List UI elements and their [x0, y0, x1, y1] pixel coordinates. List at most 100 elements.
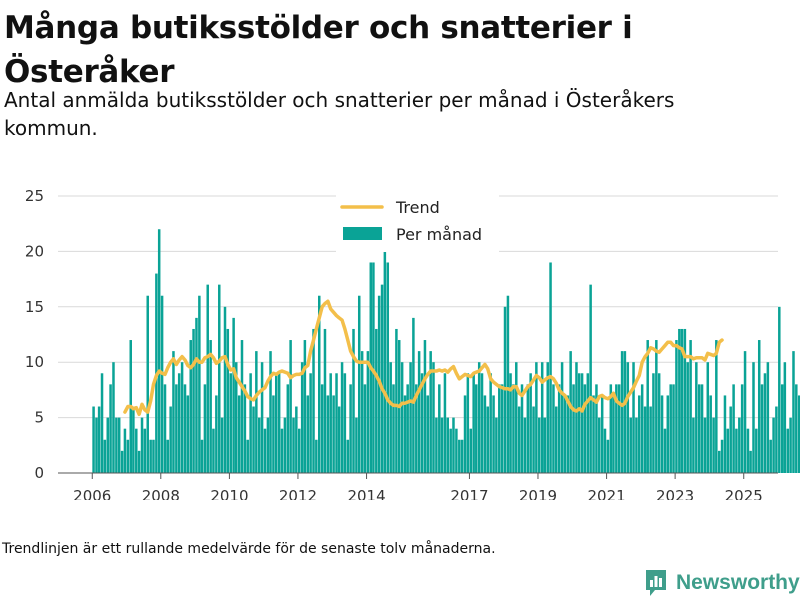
bar	[335, 373, 338, 473]
bar	[426, 395, 430, 473]
bar	[186, 395, 190, 473]
bar	[512, 384, 515, 473]
chart-bars	[92, 218, 800, 473]
bar	[795, 384, 798, 473]
bar	[669, 384, 672, 473]
bar	[438, 384, 441, 473]
bar	[786, 428, 790, 473]
bar	[560, 362, 564, 473]
bar	[603, 428, 607, 473]
y-tick-label: 20	[25, 242, 44, 260]
bar	[209, 340, 212, 473]
bar	[175, 384, 178, 473]
bar	[792, 351, 795, 473]
bar	[772, 417, 775, 473]
bar	[366, 351, 370, 473]
x-tick-label: 2019	[519, 487, 557, 500]
bar	[532, 406, 535, 473]
bar	[726, 428, 730, 473]
bar	[572, 384, 575, 473]
bar	[477, 362, 481, 473]
bar	[595, 384, 598, 473]
bar	[346, 439, 350, 473]
bar	[797, 395, 800, 473]
bar	[140, 417, 144, 473]
bar	[160, 295, 164, 473]
bar	[706, 362, 710, 473]
bar	[452, 417, 455, 473]
y-tick-label: 5	[34, 409, 44, 427]
bar	[372, 262, 375, 473]
bar	[283, 417, 287, 473]
bar	[569, 351, 572, 473]
bar	[700, 384, 704, 473]
bar	[115, 417, 118, 473]
bar	[735, 428, 738, 473]
chart-legend: Trend Per månad	[336, 192, 499, 252]
legend-bar-label: Per månad	[396, 225, 482, 244]
bar	[646, 340, 649, 473]
bar	[192, 328, 195, 473]
bar	[757, 340, 761, 473]
bar	[97, 406, 101, 473]
x-tick-label: 2021	[587, 487, 625, 500]
bar	[218, 284, 221, 473]
bar	[632, 362, 635, 473]
bar	[360, 351, 364, 473]
bar	[243, 384, 247, 473]
bar	[352, 328, 355, 473]
legend-bar-swatch	[343, 227, 382, 240]
bar	[332, 395, 335, 473]
bar	[480, 373, 484, 473]
bar	[778, 306, 781, 473]
bar	[555, 406, 558, 473]
bar	[580, 373, 584, 473]
bar	[235, 362, 238, 473]
bar	[389, 362, 392, 473]
bar	[229, 373, 232, 473]
bar	[615, 384, 618, 473]
bar	[703, 417, 707, 473]
bar	[666, 395, 670, 473]
x-tick-label: 2012	[279, 487, 317, 500]
bar	[306, 395, 310, 473]
bar	[420, 373, 424, 473]
bar	[323, 328, 327, 473]
bar	[435, 417, 438, 473]
bar	[566, 395, 570, 473]
bar	[652, 373, 655, 473]
bar	[766, 362, 770, 473]
bar	[609, 384, 613, 473]
bar	[675, 340, 678, 473]
brand-logo[interactable]: Newsworthy	[644, 567, 800, 599]
bar	[240, 340, 244, 473]
bar	[277, 373, 281, 473]
bar	[749, 450, 752, 473]
bar	[552, 384, 555, 473]
bar	[318, 295, 321, 473]
bar	[103, 439, 107, 473]
x-tick-label: 2014	[347, 487, 385, 500]
y-tick-label: 25	[25, 187, 44, 205]
bar	[583, 384, 587, 473]
bar	[740, 384, 744, 473]
bar	[95, 417, 98, 473]
bar	[523, 417, 527, 473]
bar	[149, 439, 152, 473]
bar	[723, 395, 727, 473]
bar	[440, 417, 444, 473]
bar	[423, 340, 427, 473]
brand-name: Newsworthy	[676, 571, 800, 594]
bar	[746, 428, 750, 473]
bar	[500, 384, 504, 473]
bar	[763, 373, 767, 473]
bar	[383, 218, 387, 473]
bar	[340, 362, 344, 473]
bar	[655, 340, 658, 473]
bar	[355, 417, 358, 473]
bar	[183, 384, 187, 473]
x-tick-label: 2008	[142, 487, 180, 500]
bar	[258, 417, 261, 473]
bar	[326, 395, 330, 473]
bar	[460, 439, 464, 473]
